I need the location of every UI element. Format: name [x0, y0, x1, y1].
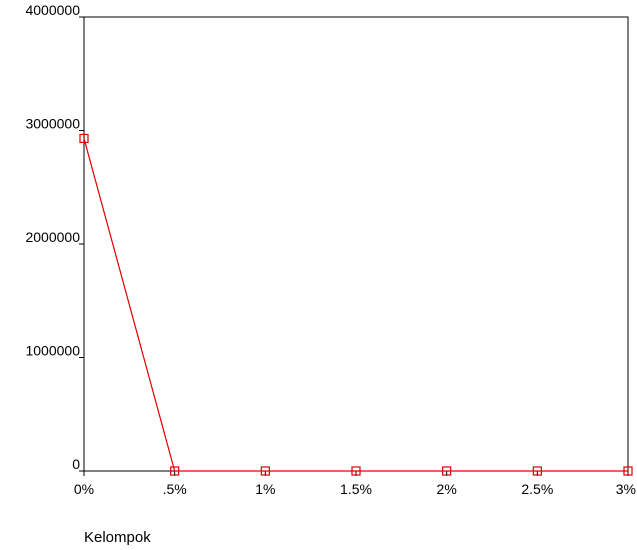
x-tick-label: 0%	[74, 481, 94, 497]
x-tick-label: 3%	[616, 481, 636, 497]
series-layer	[79, 133, 633, 476]
x-tick-label: 1.5%	[340, 481, 372, 497]
plot-frame	[83, 16, 629, 472]
x-tick-label: .5%	[163, 481, 187, 497]
data-point-marker	[532, 466, 542, 476]
data-point-marker	[260, 466, 270, 476]
x-tick-label: 2%	[437, 481, 457, 497]
data-point-marker	[623, 466, 633, 476]
x-axis-title: Kelompok	[84, 529, 151, 546]
data-point-marker	[170, 466, 180, 476]
x-axis: 0% .5% 1% 1.5% 2% 2.5% 3%	[74, 471, 636, 497]
y-tick-label: 3000000	[25, 116, 80, 132]
x-tick-label: 2.5%	[521, 481, 553, 497]
data-point-marker	[351, 466, 361, 476]
y-tick-label: 1000000	[25, 343, 80, 359]
x-tick-label: 1%	[255, 481, 275, 497]
series-line	[83, 138, 628, 472]
data-point-marker	[442, 466, 452, 476]
data-point-marker	[79, 133, 89, 144]
y-axis: 0 1000000 2000000 3000000 4000000	[25, 2, 84, 472]
y-tick-label: 0	[72, 456, 80, 472]
y-tick-label: 4000000	[25, 2, 80, 18]
y-tick-label: 2000000	[25, 229, 80, 245]
